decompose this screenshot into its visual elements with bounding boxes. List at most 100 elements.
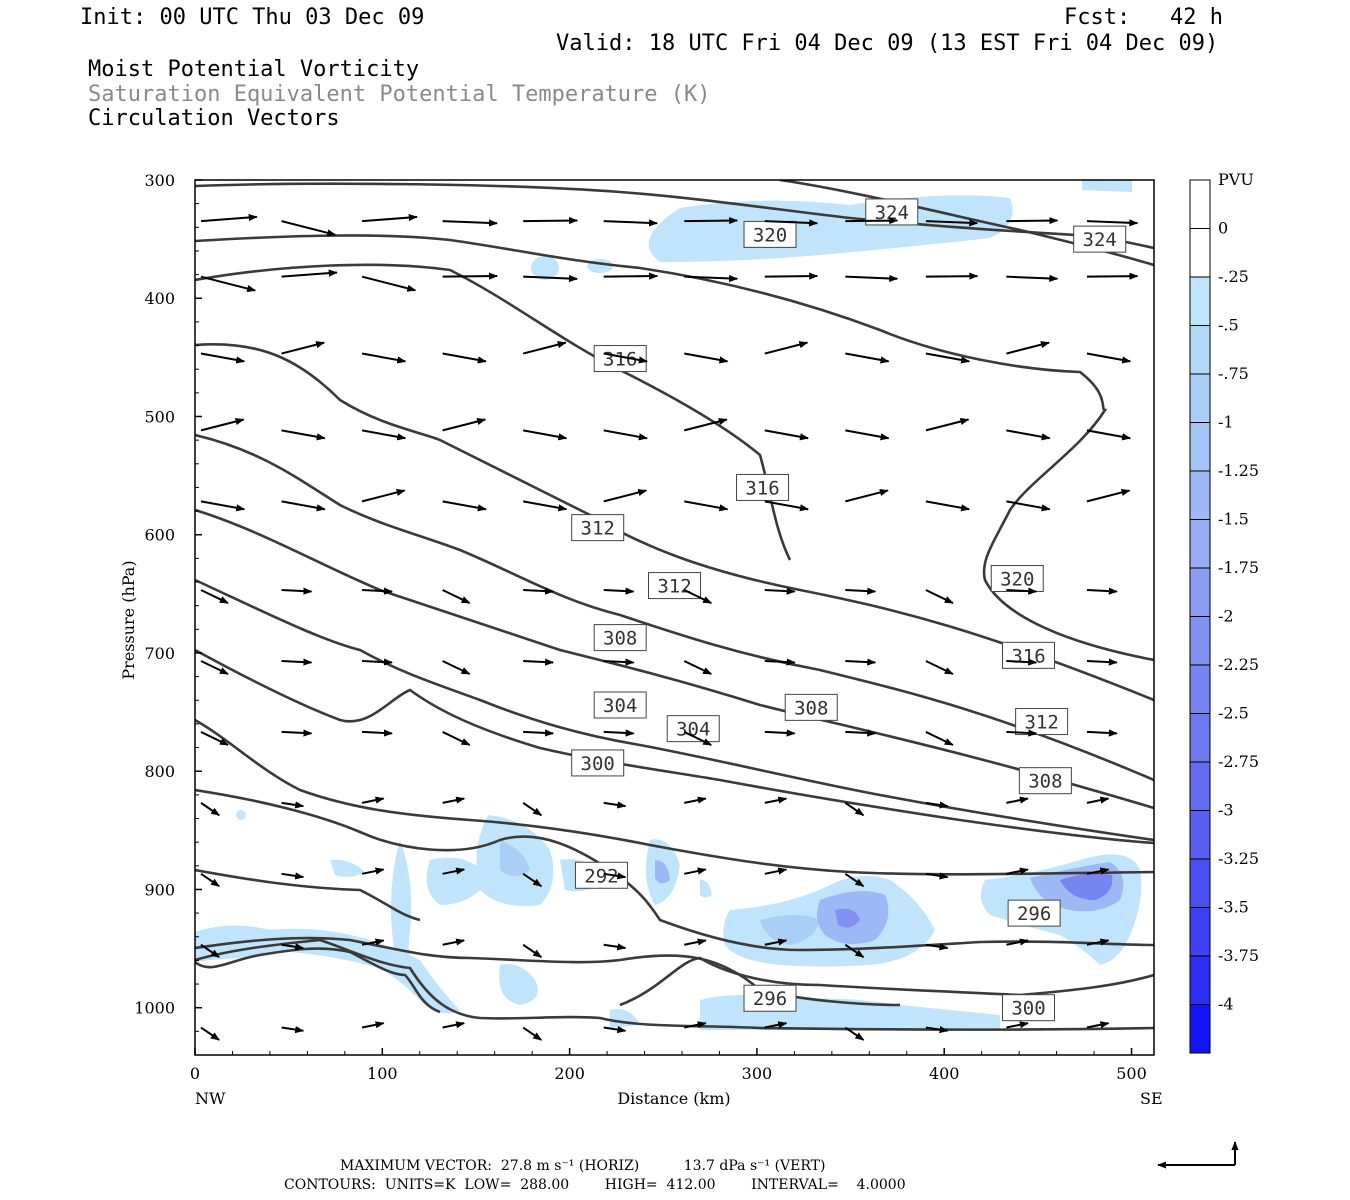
contour-label: 304 <box>676 719 710 741</box>
contour-label-box <box>743 220 797 248</box>
circulation-vector <box>442 500 487 512</box>
circulation-vector <box>200 872 220 888</box>
circulation-vector <box>844 872 865 888</box>
circulation-vector <box>522 943 543 959</box>
circulation-vector <box>684 500 729 512</box>
contour-label: 296 <box>1017 903 1051 925</box>
y-tick-label: 500 <box>144 407 175 426</box>
contour-label: 312 <box>1024 712 1058 734</box>
circulation-vector <box>200 589 229 604</box>
circulation-vector <box>925 1026 949 1034</box>
field-title-theta: Saturation Equivalent Potential Temperat… <box>88 82 711 107</box>
contour-label: 324 <box>875 202 909 224</box>
circulation-vector <box>925 500 971 512</box>
circulation-vector <box>603 1026 627 1034</box>
field-title-vectors: Circulation Vectors <box>88 106 340 131</box>
circulation-vector <box>522 341 567 355</box>
contour-label-box <box>1073 225 1127 253</box>
circulation-vector <box>925 418 970 432</box>
circulation-vector <box>1006 341 1050 355</box>
circulation-vector <box>442 418 487 432</box>
circulation-vector <box>361 275 417 292</box>
y-tick-label: 900 <box>144 880 175 899</box>
contour-label: 292 <box>584 865 618 887</box>
x-tick-label: 300 <box>742 1064 773 1083</box>
x-axis-title: Distance (km) <box>617 1089 730 1108</box>
circulation-vector <box>281 872 305 880</box>
colorbar-level-label: -1 <box>1218 413 1234 432</box>
colorbar-level-label: -.25 <box>1218 267 1249 286</box>
colorbar-level-label: -2.25 <box>1218 655 1259 674</box>
circulation-vector <box>200 352 246 364</box>
contour-label: 320 <box>753 224 787 246</box>
contour-label: 324 <box>1083 229 1117 251</box>
circulation-vector <box>1086 488 1131 503</box>
circulation-vector <box>603 429 648 441</box>
circulation-vector <box>1006 658 1038 666</box>
circulation-vector <box>845 587 877 595</box>
colorbar-level-label: -1.75 <box>1218 558 1259 577</box>
circulation-vector <box>764 867 788 875</box>
circulation-vector <box>1086 219 1139 227</box>
circulation-vector <box>845 352 890 364</box>
circulation-vector <box>442 660 471 675</box>
circulation-vector <box>845 658 877 666</box>
colorbar-level-label: -3.25 <box>1218 849 1259 868</box>
colorbar-swatch <box>1190 471 1210 520</box>
circulation-vector <box>603 587 635 595</box>
circulation-vector <box>844 802 865 817</box>
contour-label: 308 <box>794 697 828 719</box>
y-tick-label: 800 <box>144 762 175 781</box>
circulation-vector <box>1086 867 1110 875</box>
colorbar-swatch <box>1190 228 1210 277</box>
circulation-vector <box>200 660 229 675</box>
circulation-vector <box>1086 1021 1110 1029</box>
pv-colorbar: 0 -.25 -.5 -.75 -1 -1.25 -1.5 -1.75 -2 -2.25 -2.5 -… <box>1189 179 1259 1054</box>
circulation-vector <box>764 219 819 227</box>
circulation-vector <box>1086 272 1139 280</box>
circulation-vector <box>1006 1021 1029 1029</box>
circulation-vector <box>522 1026 543 1041</box>
colorbar-level-label: -2.75 <box>1218 752 1259 771</box>
circulation-vector <box>522 872 543 888</box>
contour-label: 308 <box>603 628 637 650</box>
circulation-vector <box>603 219 659 227</box>
circulation-vector <box>684 796 707 804</box>
circulation-vector <box>200 275 257 293</box>
circulation-vector <box>844 943 865 959</box>
contour-label: 312 <box>581 518 615 540</box>
circulation-vector <box>523 587 555 595</box>
contour-label-box <box>736 473 790 501</box>
circulation-vector <box>362 587 393 595</box>
circulation-vector <box>844 1026 865 1041</box>
circulation-vector <box>925 943 949 951</box>
circulation-vector <box>200 213 258 223</box>
valid-time: Valid: 18 UTC Fri 04 Dec 09 (13 EST Fri … <box>556 31 1219 56</box>
colorbar-level-label: -1.5 <box>1218 510 1249 529</box>
circulation-vector <box>603 801 627 809</box>
colorbar-title: PVU <box>1218 170 1254 189</box>
circulation-vector <box>1006 500 1051 512</box>
y-tick-label: 300 <box>144 171 175 190</box>
circulation-vector <box>361 938 385 946</box>
y-axis: 300 400 500 600 700 800 900 1000 <box>134 171 202 1032</box>
circulation-vector <box>1086 938 1110 946</box>
circulation-vector <box>1006 587 1038 595</box>
circulation-vector <box>442 867 466 875</box>
circulation-vector <box>1006 796 1029 804</box>
circulation-vector <box>684 274 739 283</box>
field-title-pv: Moist Potential Vorticity <box>88 57 420 82</box>
circulation-vector <box>845 729 877 737</box>
circulation-vector <box>764 796 788 804</box>
circulation-vector <box>200 418 245 432</box>
y-tick-label: 600 <box>144 526 175 545</box>
circulation-vector <box>764 341 809 355</box>
circulation-vector <box>603 658 635 666</box>
circulation-vector <box>281 658 313 666</box>
forecast-hour: Fcst: 42 h <box>1064 5 1223 30</box>
contour-label-box <box>784 693 838 721</box>
contour-label: 296 <box>753 988 787 1010</box>
circulation-vector <box>362 658 393 666</box>
colorbar-level-label: -.75 <box>1218 364 1249 383</box>
